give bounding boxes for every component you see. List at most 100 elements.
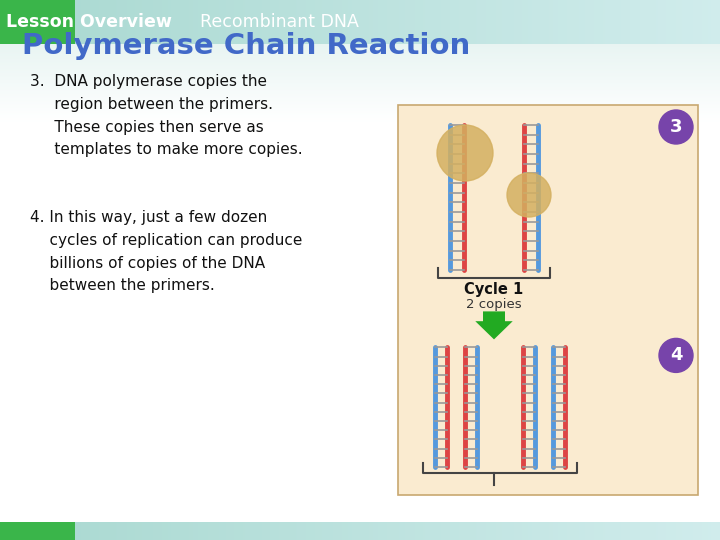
Bar bbox=[150, 522, 151, 540]
Bar bbox=[53, 0, 54, 44]
Bar bbox=[175, 0, 176, 44]
Bar bbox=[322, 0, 323, 44]
Bar bbox=[431, 0, 432, 44]
Bar bbox=[414, 522, 415, 540]
Bar bbox=[688, 522, 689, 540]
Bar bbox=[57, 0, 58, 44]
Bar bbox=[439, 522, 440, 540]
Bar bbox=[99, 0, 100, 44]
Bar bbox=[480, 522, 481, 540]
Bar bbox=[474, 522, 475, 540]
Bar bbox=[81, 0, 82, 44]
Bar bbox=[190, 522, 191, 540]
Bar bbox=[77, 522, 78, 540]
Bar bbox=[353, 0, 354, 44]
Bar bbox=[195, 522, 196, 540]
Bar bbox=[70, 0, 71, 44]
Bar bbox=[659, 522, 660, 540]
Bar bbox=[103, 0, 104, 44]
Bar bbox=[462, 522, 463, 540]
Bar bbox=[498, 522, 499, 540]
Bar bbox=[563, 0, 564, 44]
Bar bbox=[424, 0, 425, 44]
Bar bbox=[456, 0, 457, 44]
Bar bbox=[0, 0, 1, 44]
Bar bbox=[676, 522, 677, 540]
Bar bbox=[90, 522, 91, 540]
Bar bbox=[580, 522, 581, 540]
Text: Polymerase Chain Reaction: Polymerase Chain Reaction bbox=[22, 32, 470, 60]
Bar bbox=[411, 0, 412, 44]
Bar bbox=[209, 0, 210, 44]
Bar bbox=[326, 0, 327, 44]
Bar bbox=[0, 78, 720, 79]
Bar bbox=[48, 0, 49, 44]
Bar bbox=[515, 0, 516, 44]
Bar bbox=[119, 522, 120, 540]
Bar bbox=[0, 0, 75, 44]
Bar bbox=[708, 0, 709, 44]
Bar bbox=[369, 0, 370, 44]
Bar bbox=[657, 522, 658, 540]
Bar bbox=[365, 522, 366, 540]
Bar bbox=[677, 522, 678, 540]
Bar bbox=[604, 0, 605, 44]
Bar bbox=[0, 115, 720, 116]
Bar bbox=[217, 522, 218, 540]
Bar bbox=[373, 522, 374, 540]
Bar bbox=[170, 522, 171, 540]
Bar bbox=[441, 0, 442, 44]
Bar bbox=[317, 522, 318, 540]
Bar bbox=[187, 0, 188, 44]
Bar bbox=[210, 522, 211, 540]
Bar bbox=[189, 0, 190, 44]
Bar bbox=[266, 522, 267, 540]
Bar bbox=[568, 522, 569, 540]
Bar bbox=[414, 0, 415, 44]
Bar bbox=[457, 522, 458, 540]
Bar bbox=[74, 522, 75, 540]
Bar bbox=[287, 0, 288, 44]
Bar bbox=[0, 83, 720, 84]
Bar bbox=[201, 0, 202, 44]
Bar bbox=[712, 522, 713, 540]
Bar bbox=[239, 0, 240, 44]
Bar bbox=[129, 0, 130, 44]
Bar bbox=[437, 0, 438, 44]
Bar bbox=[547, 0, 548, 44]
Bar bbox=[262, 522, 263, 540]
Bar bbox=[603, 522, 604, 540]
Bar bbox=[508, 522, 509, 540]
Bar bbox=[367, 522, 368, 540]
Bar bbox=[350, 0, 351, 44]
Bar bbox=[0, 54, 720, 55]
Bar bbox=[485, 0, 486, 44]
Bar bbox=[604, 522, 605, 540]
Bar bbox=[426, 0, 427, 44]
Bar bbox=[584, 0, 585, 44]
Bar bbox=[703, 0, 704, 44]
Bar bbox=[51, 522, 52, 540]
Bar bbox=[586, 522, 587, 540]
Bar bbox=[672, 0, 673, 44]
Bar bbox=[107, 0, 108, 44]
Bar bbox=[61, 522, 62, 540]
Bar bbox=[459, 0, 460, 44]
Bar bbox=[147, 0, 148, 44]
Bar bbox=[669, 522, 670, 540]
Bar bbox=[696, 0, 697, 44]
Bar bbox=[638, 522, 639, 540]
Bar bbox=[568, 0, 569, 44]
Bar bbox=[261, 522, 262, 540]
Bar bbox=[353, 522, 354, 540]
Bar bbox=[686, 522, 687, 540]
Bar bbox=[714, 522, 715, 540]
Bar bbox=[613, 0, 614, 44]
Bar bbox=[371, 0, 372, 44]
Bar bbox=[679, 0, 680, 44]
Bar bbox=[418, 522, 419, 540]
Bar bbox=[352, 522, 353, 540]
Bar bbox=[384, 522, 385, 540]
Bar bbox=[481, 522, 482, 540]
Bar bbox=[438, 0, 439, 44]
